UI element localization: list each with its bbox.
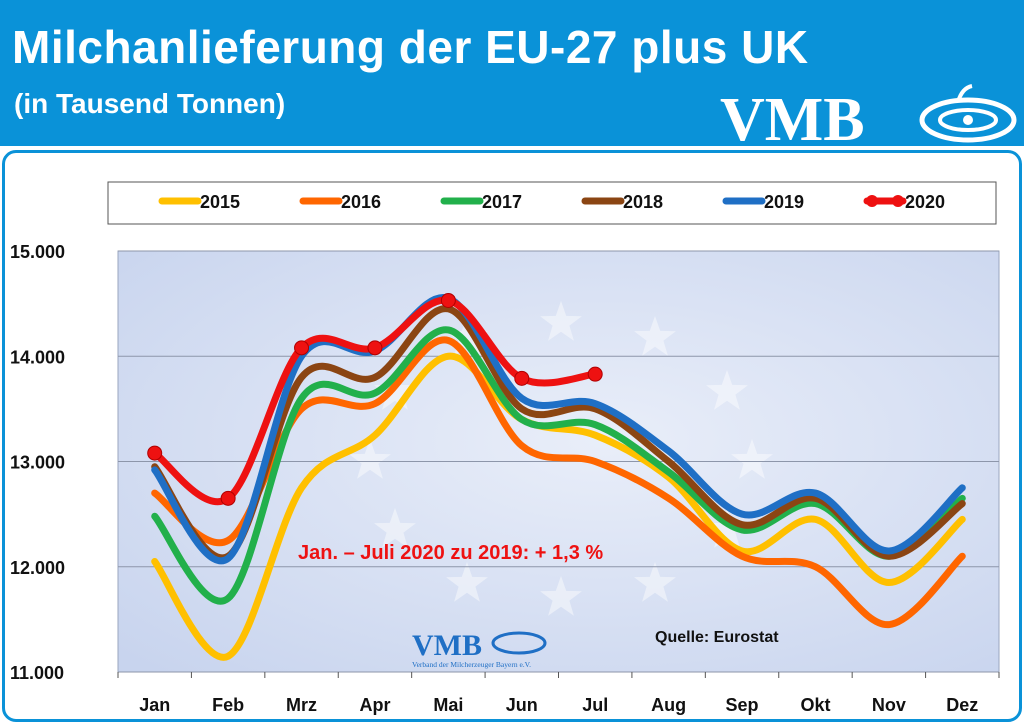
legend-box (107, 181, 997, 225)
legend-item-2016: 2016 (299, 192, 381, 212)
legend-item-2018: 2018 (581, 192, 663, 212)
watermark-logo-icon (491, 631, 547, 655)
y-tick-label: 11.000 (10, 663, 64, 683)
legend-label: 2020 (905, 192, 945, 212)
legend-label: 2015 (200, 192, 240, 212)
y-tick-label: 14.000 (10, 347, 65, 367)
legend-label: 2017 (482, 192, 522, 212)
chart-annotation-change: Jan. – Juli 2020 zu 2019: + 1,3 % (298, 542, 603, 564)
data-point-2020 (147, 445, 163, 461)
vmb-logo-text: VMB (720, 86, 865, 150)
data-point-2020 (220, 490, 236, 506)
watermark-logo-text: VMB (412, 629, 482, 662)
x-tick-label: Jun (506, 695, 538, 715)
legend-items: 2015 2016 2017 2018 2019 2020 (158, 192, 945, 212)
data-point-2020 (440, 292, 456, 308)
watermark-logo: VMB Verband der Milcherzeuger Bayern e.V… (412, 629, 547, 669)
y-tick-label: 13.000 (10, 453, 65, 473)
y-tick-label: 15.000 (10, 242, 65, 262)
x-tick-label: Okt (800, 695, 830, 715)
series-lines (147, 292, 966, 661)
legend-marker (866, 195, 878, 207)
chart-title: Milchanlieferung der EU-27 plus UK (12, 21, 809, 73)
x-tick-label: Jan (139, 695, 170, 715)
legend-marker (892, 195, 904, 207)
series-2017 (151, 326, 966, 605)
legend-label: 2016 (341, 192, 381, 212)
header-banner: Milchanlieferung der EU-27 plus UK (in T… (0, 0, 1024, 150)
series-2019 (151, 294, 966, 565)
series-line-2017 (151, 326, 966, 605)
data-point-2020 (294, 340, 310, 356)
series-line-2019 (151, 294, 966, 565)
legend: 2015 2016 2017 2018 2019 2020 (107, 181, 997, 225)
x-tick-label: Dez (946, 695, 978, 715)
x-tick-label: Sep (726, 695, 759, 715)
x-tick-label: Jul (582, 695, 608, 715)
x-tick-label: Apr (359, 695, 390, 715)
x-tick-label: Nov (872, 695, 906, 715)
series-2020 (147, 292, 603, 506)
data-point-2020 (514, 370, 530, 386)
x-tick-label: Feb (212, 695, 244, 715)
vmb-logo: VMB (720, 84, 1017, 150)
data-point-2020 (367, 340, 383, 356)
x-tick-label: Aug (651, 695, 686, 715)
legend-label: 2018 (623, 192, 663, 212)
vmb-logo-mark (919, 84, 1017, 143)
data-point-2020 (587, 366, 603, 382)
legend-label: 2019 (764, 192, 804, 212)
y-tick-label: 12.000 (10, 558, 65, 578)
x-tick-label: Mrz (286, 695, 317, 715)
watermark-logo-subtext: Verband der Milcherzeuger Bayern e.V. (412, 660, 531, 669)
legend-item-2015: 2015 (158, 192, 240, 212)
legend-item-2019: 2019 (722, 192, 804, 212)
legend-item-2020: 2020 (863, 192, 945, 212)
x-tick-label: Mai (433, 695, 463, 715)
x-axis-ticks: Jan Feb Mrz Apr Mai Jun Jul Aug Sep Okt Nov Dez (117, 672, 1000, 715)
chart-subtitle: (in Tausend Tonnen) (14, 88, 286, 119)
chart-annotation-source: Quelle: Eurostat (655, 629, 779, 646)
y-axis-ticks: 11.000 12.000 13.000 14.000 15.000 (10, 242, 65, 683)
legend-item-2017: 2017 (440, 192, 522, 212)
